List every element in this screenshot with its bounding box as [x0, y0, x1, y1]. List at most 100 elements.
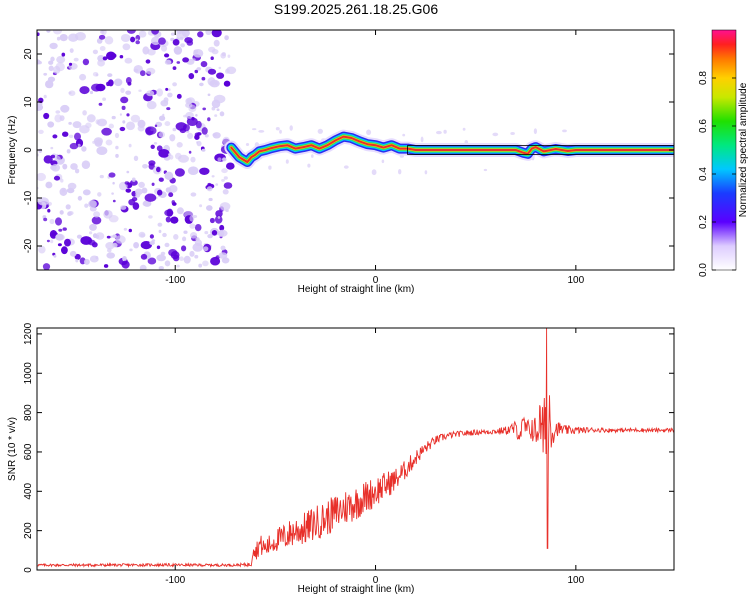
noise-speckle — [101, 127, 112, 136]
noise-speckle — [159, 115, 166, 121]
noise-speckle — [178, 154, 189, 163]
noise-speckle — [206, 205, 213, 211]
noise-speckle — [82, 189, 91, 196]
noise-speckle — [119, 55, 124, 59]
noise-speckle — [58, 228, 63, 232]
noise-speckle — [42, 263, 51, 270]
noise-speckle — [132, 202, 140, 210]
noise-speckle — [175, 122, 187, 131]
noise-speckle — [133, 68, 139, 73]
noise-speckle — [366, 129, 372, 136]
noise-speckle — [88, 200, 97, 208]
noise-speckle — [190, 156, 196, 163]
noise-speckle — [45, 181, 53, 189]
noise-speckle — [201, 127, 208, 135]
spectrogram-ytick-label: 20 — [23, 48, 34, 60]
noise-speckle — [188, 73, 195, 80]
noise-speckle — [210, 256, 221, 266]
colorbar-tick-label: 0.0 — [698, 263, 709, 277]
noise-speckle — [62, 163, 68, 170]
noise-speckle — [170, 216, 179, 224]
noise-speckle — [179, 256, 184, 262]
noise-speckle — [147, 257, 157, 265]
noise-speckle — [146, 90, 155, 97]
noise-speckle — [220, 52, 226, 59]
noise-speckle — [142, 46, 150, 55]
noise-speckle — [183, 230, 188, 234]
noise-speckle — [106, 252, 115, 259]
noise-speckle — [289, 125, 293, 131]
noise-speckle — [156, 254, 166, 262]
noise-speckle — [188, 104, 197, 112]
noise-speckle — [65, 204, 71, 210]
spectral-track — [224, 129, 674, 169]
noise-speckle — [164, 260, 171, 267]
noise-speckle — [128, 143, 132, 148]
noise-speckle — [216, 108, 220, 111]
noise-speckle — [125, 188, 132, 193]
noise-speckle — [112, 181, 115, 185]
noise-speckle — [285, 159, 289, 164]
noise-speckle — [562, 129, 567, 133]
noise-speckle — [311, 154, 314, 158]
noise-speckle — [146, 100, 157, 110]
noise-speckle — [172, 202, 177, 206]
noise-speckle — [160, 251, 166, 256]
noise-speckle — [172, 39, 180, 46]
noise-speckle — [139, 264, 147, 270]
noise-speckle — [137, 119, 146, 128]
noise-speckle — [203, 246, 209, 252]
noise-speckle — [187, 166, 199, 175]
noise-speckle — [211, 106, 216, 111]
noise-speckle — [82, 110, 87, 116]
noise-speckle — [97, 59, 105, 67]
colorbar-frame — [711, 29, 737, 271]
noise-speckle — [52, 134, 58, 139]
noise-speckle — [223, 182, 233, 189]
noise-speckle — [102, 56, 108, 61]
noise-speckle — [222, 189, 229, 195]
noise-speckle — [483, 168, 488, 172]
noise-speckle — [204, 231, 209, 235]
noise-speckle — [212, 133, 217, 137]
noise-speckle — [219, 224, 225, 231]
noise-speckle — [219, 202, 231, 211]
noise-speckle — [151, 182, 155, 186]
noise-speckle — [156, 88, 164, 97]
noise-speckle — [154, 124, 158, 128]
noise-speckle — [55, 217, 62, 226]
noise-speckle — [163, 97, 169, 103]
noise-speckle — [198, 263, 203, 268]
noise-speckle — [108, 215, 119, 223]
noise-speckle — [172, 127, 177, 132]
noise-speckle — [193, 49, 199, 54]
colorbar-tick-label: 0.4 — [698, 167, 709, 181]
noise-speckle — [492, 132, 499, 137]
noise-speckle — [135, 40, 140, 45]
noise-speckle — [138, 231, 146, 238]
noise-speckle — [176, 142, 183, 148]
noise-speckle — [37, 32, 40, 36]
noise-speckle — [170, 32, 175, 36]
noise-speckle — [181, 245, 187, 252]
noise-speckle — [47, 121, 55, 128]
noise-speckle — [43, 72, 48, 76]
noise-speckle — [190, 232, 198, 239]
noise-speckle — [66, 149, 71, 154]
noise-speckle — [95, 256, 99, 260]
snr-ytick-label: 600 — [23, 443, 34, 460]
noise-speckle — [124, 57, 133, 64]
noise-speckle — [131, 177, 136, 182]
noise-speckle — [179, 36, 184, 41]
noise-speckle — [68, 134, 74, 138]
noise-speckle — [200, 61, 208, 68]
noise-speckle — [68, 62, 73, 66]
noise-speckle — [122, 43, 131, 51]
noise-speckle — [462, 127, 466, 131]
noise-speckle — [59, 34, 68, 42]
noise-speckle — [99, 46, 106, 51]
noise-speckle — [106, 235, 111, 239]
noise-speckle — [165, 187, 172, 193]
spectrogram-ylabel: Frequency (Hz) — [7, 116, 18, 185]
